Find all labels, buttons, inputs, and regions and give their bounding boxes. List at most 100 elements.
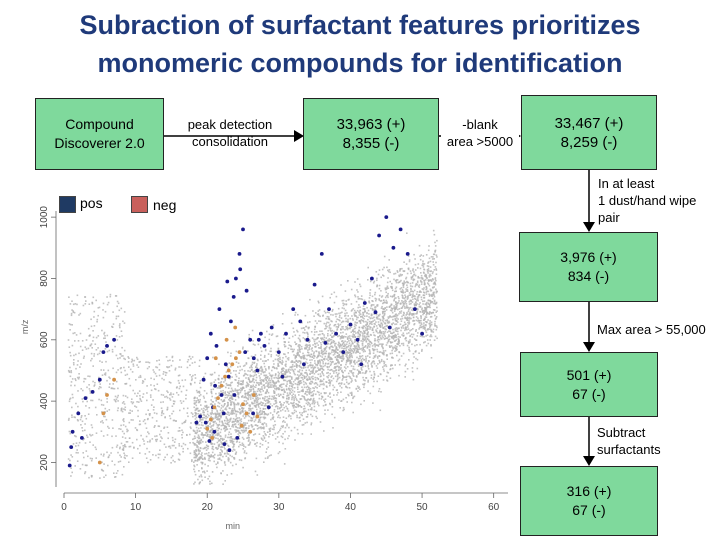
arrow-5	[583, 417, 595, 466]
step-peak-detection-label: peak detection consolidation	[176, 116, 284, 150]
pos-point	[251, 411, 256, 416]
pos-point	[207, 439, 212, 443]
box1-line2: Discoverer 2.0	[54, 135, 145, 151]
pos-point	[229, 319, 233, 324]
arrow-3	[583, 170, 595, 232]
pos-point	[362, 301, 367, 305]
pos-point	[244, 288, 249, 293]
pos-point	[97, 377, 102, 382]
pos-point	[323, 341, 328, 345]
arrow-1	[164, 130, 304, 142]
pos-point	[238, 267, 243, 272]
step-subtract-surfactants-label: Subtract surfactants	[597, 424, 697, 458]
neg-point	[241, 402, 245, 407]
pos-point	[208, 331, 213, 336]
pos-point	[269, 325, 274, 330]
neg-point	[239, 423, 244, 428]
x-tick-label: 50	[417, 502, 429, 513]
pos-point	[226, 374, 231, 379]
pos-point	[213, 383, 218, 388]
legend-neg-swatch	[131, 196, 148, 213]
pos-point	[212, 429, 217, 434]
box1-line1: Compound	[65, 116, 134, 132]
box5-line1: 501 (+)	[566, 366, 612, 383]
step3-line1: In at least	[598, 176, 655, 191]
legend-neg-label: neg	[153, 197, 177, 213]
step5-line2: surfactants	[597, 442, 661, 457]
x-tick-label: 40	[345, 502, 357, 513]
pos-point	[391, 245, 396, 250]
pos-point	[280, 374, 285, 379]
neg-point	[101, 411, 106, 416]
pos-point	[235, 436, 240, 440]
pos-point	[243, 350, 248, 354]
pos-point	[248, 337, 253, 342]
pos-point	[387, 325, 392, 330]
title-line-1: Subraction of surfactant features priori…	[79, 10, 641, 40]
pos-point	[334, 331, 338, 336]
pos-point	[222, 442, 227, 446]
pos-point	[227, 448, 232, 453]
slide-title: Subraction of surfactant features priori…	[0, 6, 720, 82]
step2-line2: area >5000	[446, 134, 514, 149]
pos-point	[298, 319, 303, 324]
background-feature-cloud	[67, 229, 438, 485]
neg-point	[205, 426, 210, 431]
neg-point	[230, 362, 235, 367]
pos-point	[219, 393, 224, 397]
y-tick-label: 800	[39, 270, 50, 287]
pos-point	[370, 276, 374, 281]
series-points	[67, 215, 424, 468]
scatter-plot: 0 10 20 30 40 50 60 200 400 600 800 1000 min m/z	[20, 206, 508, 531]
pos-point	[384, 215, 389, 219]
step3-line3: pair	[598, 210, 620, 225]
pos-point	[305, 337, 310, 342]
pos-point	[237, 252, 242, 256]
pos-point	[80, 436, 84, 440]
x-tick-label: 20	[202, 502, 214, 513]
neg-point	[97, 460, 102, 465]
pos-point	[359, 362, 364, 367]
pos-point	[225, 279, 230, 284]
step1-line2: consolidation	[192, 134, 268, 149]
pos-point	[83, 396, 88, 400]
pos-point	[398, 227, 403, 232]
pos-point	[262, 344, 267, 348]
box-count-after-dust-wipe: 3,976 (+) 834 (-)	[519, 232, 658, 302]
neg-point	[255, 414, 260, 419]
step5-line1: Subtract	[597, 425, 646, 440]
pos-point	[194, 420, 199, 425]
x-tick-label: 30	[273, 502, 285, 513]
pos-point	[231, 295, 236, 299]
pos-point	[259, 331, 263, 336]
pos-point	[232, 393, 237, 397]
step-dust-hand-wipe-label: In at least 1 dust/hand wipe pair	[598, 175, 716, 226]
step1-line1: peak detection	[187, 117, 273, 132]
box-count-after-max-area: 501 (+) 67 (-)	[520, 352, 658, 417]
pos-point	[373, 310, 378, 315]
pos-point	[256, 337, 261, 342]
neg-point	[105, 393, 109, 397]
plot-axes: 0 10 20 30 40 50 60 200 400 600 800 1000 min m/z	[20, 206, 508, 531]
box-compound-discoverer: Compound Discoverer 2.0	[35, 98, 164, 170]
neg-point	[244, 411, 249, 416]
pos-point	[327, 307, 331, 311]
pos-point	[198, 414, 203, 419]
pos-point	[241, 227, 245, 232]
box5-line2: 67 (-)	[572, 385, 606, 402]
y-tick-label: 400	[39, 392, 50, 409]
pos-point	[377, 233, 381, 238]
y-tick-label: 1000	[39, 206, 50, 229]
neg-point	[223, 374, 228, 379]
pos-point	[276, 350, 281, 354]
pos-point	[90, 390, 95, 394]
pos-point	[67, 463, 72, 468]
step-max-area-label: Max area > 55,000	[597, 321, 720, 338]
pos-point	[221, 411, 226, 416]
pos-point	[420, 331, 424, 336]
neg-point	[219, 383, 224, 388]
box2-line2: 8,355 (-)	[342, 135, 400, 152]
box-count-after-peak-detection: 33,963 (+) 8,355 (-)	[303, 98, 439, 170]
pos-point	[201, 377, 206, 382]
neg-point	[248, 429, 253, 434]
